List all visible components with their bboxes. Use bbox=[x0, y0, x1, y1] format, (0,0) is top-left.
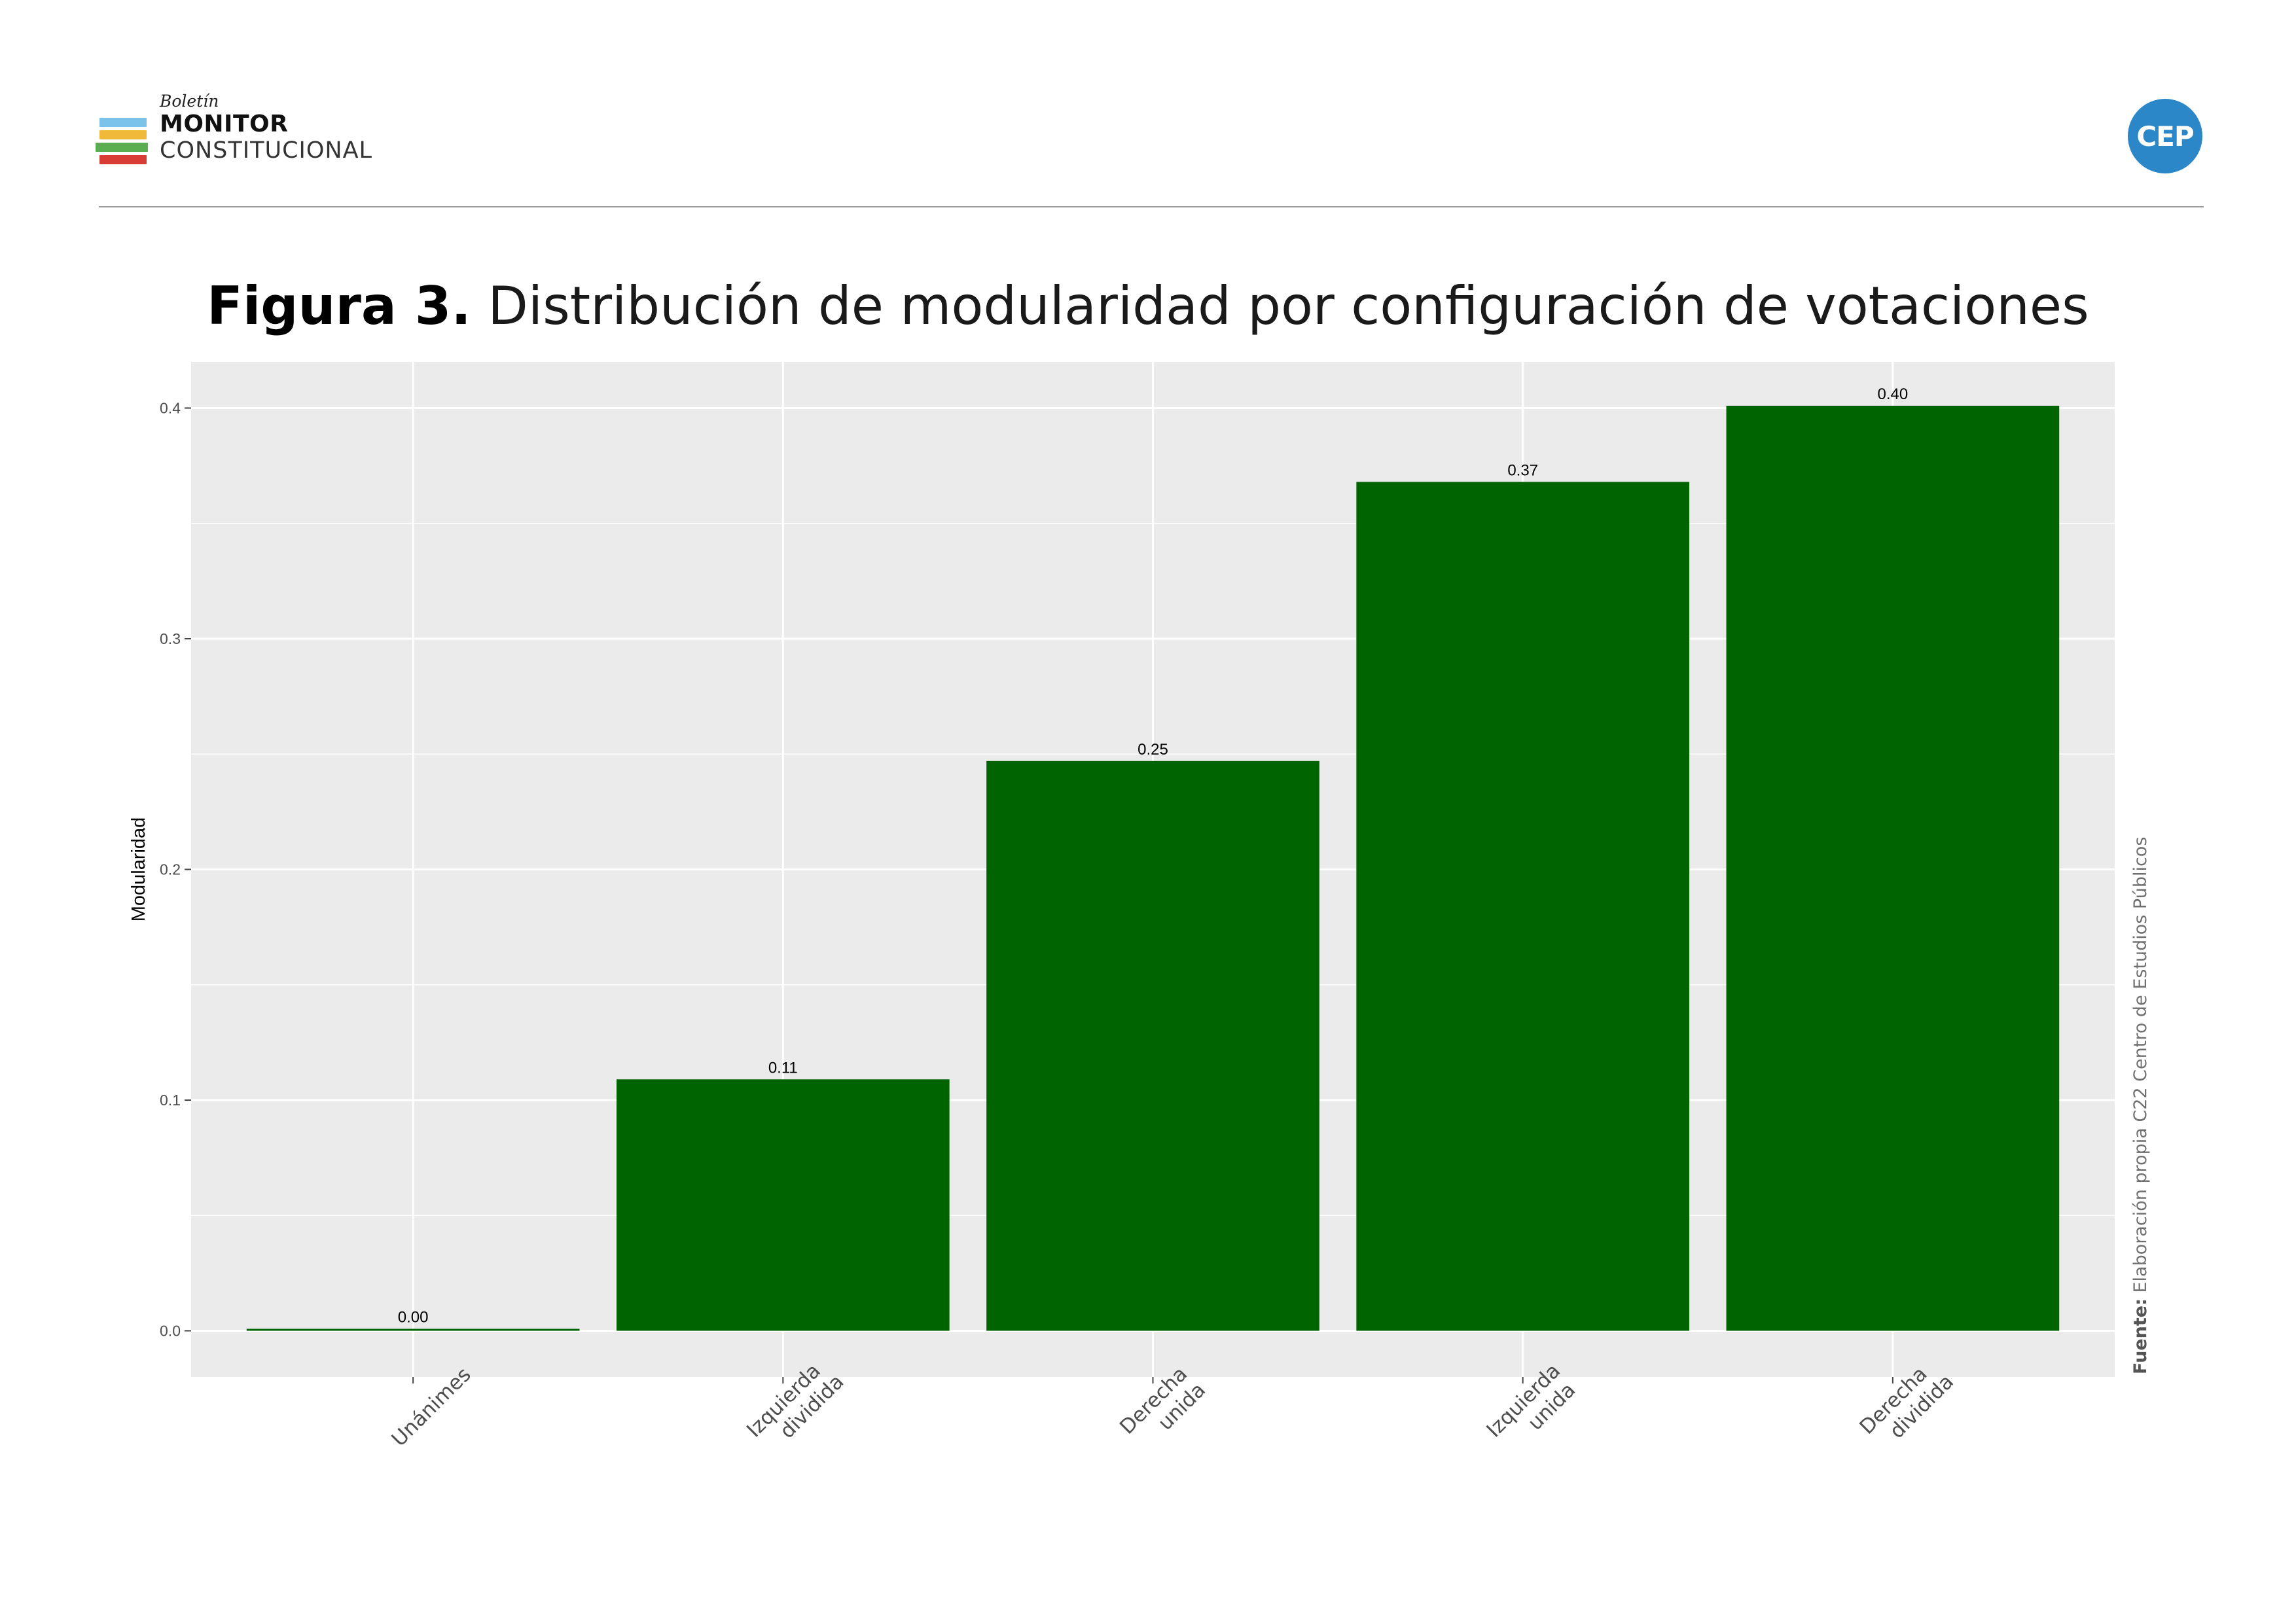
figure-label: Figura 3. bbox=[207, 276, 471, 336]
data-label: 0.25 bbox=[1138, 741, 1168, 758]
brand-bars-icon bbox=[96, 118, 152, 168]
brand-bar bbox=[96, 143, 148, 152]
brand-bar bbox=[99, 130, 147, 139]
y-axis-title: Modularidad bbox=[128, 817, 149, 922]
bar bbox=[1356, 482, 1690, 1331]
brand-bar bbox=[99, 118, 147, 127]
bar bbox=[1726, 405, 2060, 1331]
brand-bar bbox=[99, 155, 147, 164]
bar bbox=[246, 1329, 580, 1331]
source-label: Fuente: bbox=[2130, 1298, 2151, 1374]
figure-title: Figura 3. Distribución de modularidad po… bbox=[0, 270, 2296, 342]
figure-title-text: Distribución de modularidad por configur… bbox=[488, 276, 2089, 336]
source-text: Elaboración propia C22 Centro de Estudio… bbox=[2130, 836, 2151, 1293]
header-divider bbox=[99, 206, 2204, 207]
cep-logo: CEP bbox=[2128, 99, 2202, 173]
brand-name: MONITOR bbox=[160, 111, 289, 137]
y-tick-label: 0.3 bbox=[160, 630, 181, 647]
data-label: 0.11 bbox=[768, 1059, 798, 1077]
y-tick-label: 0.4 bbox=[160, 400, 181, 417]
bar bbox=[986, 760, 1319, 1331]
y-tick-label: 0.0 bbox=[160, 1323, 181, 1340]
brand-subname: CONSTITUCIONAL bbox=[160, 137, 373, 164]
brand-text: Boletín MONITOR CONSTITUCIONAL bbox=[160, 92, 372, 164]
data-label: 0.00 bbox=[398, 1309, 429, 1327]
y-tick-label: 0.2 bbox=[160, 861, 181, 878]
brand-logo: Boletín MONITOR CONSTITUCIONAL bbox=[96, 92, 440, 177]
bar bbox=[616, 1079, 950, 1331]
y-tick-label: 0.1 bbox=[160, 1092, 181, 1109]
data-label: 0.40 bbox=[1878, 385, 1909, 403]
brand-kicker: Boletín bbox=[160, 92, 219, 111]
source-note: Fuente: Elaboración propia C22 Centro de… bbox=[2130, 837, 2151, 1374]
data-label: 0.37 bbox=[1507, 461, 1538, 479]
